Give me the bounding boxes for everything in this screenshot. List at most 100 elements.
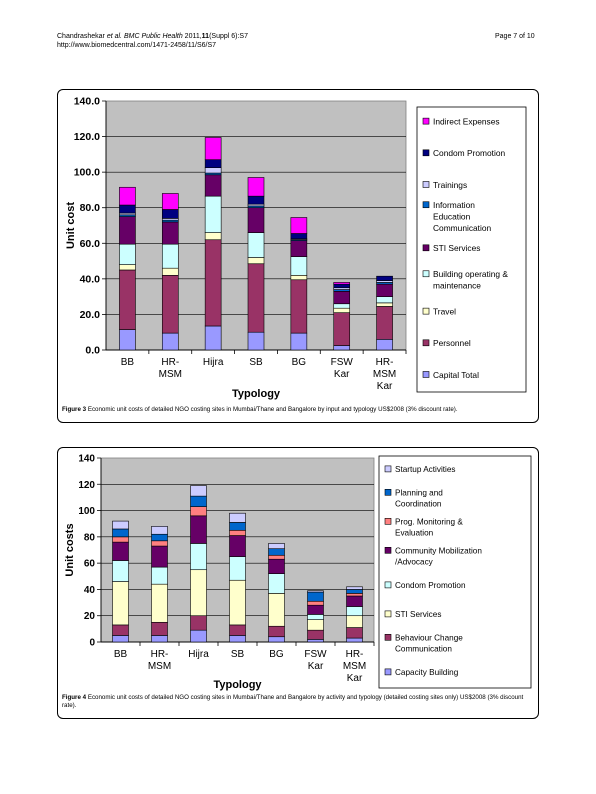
bar-segment-personnel	[119, 269, 136, 330]
x-tick-label: BB	[121, 357, 135, 368]
legend-label-capacity-building: Capacity Building	[395, 668, 459, 677]
y-tick-label: 100.0	[74, 167, 100, 179]
bar-segment-indirect-expenses	[161, 193, 179, 210]
y-axis-label: Unit cost	[65, 202, 77, 249]
y-tick-label: 20.0	[80, 309, 101, 321]
bar-segment-capital-total	[247, 331, 265, 351]
legend-swatch-capacity-building	[384, 668, 392, 676]
bar-segment-sti-services	[190, 569, 207, 617]
bar-segment-indirect-expenses	[204, 137, 222, 160]
x-tick-label: HR-	[151, 649, 169, 660]
legend-label-trainings: Trainings	[433, 180, 467, 190]
bar-segment-condom-promotion	[112, 560, 129, 582]
bar-segment-travel	[333, 307, 351, 313]
bar-segment-community-mobilization-advocacy	[151, 545, 168, 568]
bar-segment-community-mobilization-advocacy	[229, 535, 246, 557]
x-tick-label: MSM	[343, 661, 366, 672]
bar-segment-sti-services	[247, 207, 265, 233]
bar-segment-condom-promotion	[161, 209, 179, 219]
x-tick-label: HR-	[346, 649, 364, 660]
legend-swatch-information-education-communication	[422, 201, 430, 209]
legend-swatch-behaviour-change-communication	[384, 634, 392, 641]
bar-segment-condom-promotion	[119, 204, 136, 214]
bar-segment-capacity-building	[151, 635, 168, 643]
bar-segment-planning-and-coordination	[268, 548, 285, 556]
figure-4-caption-text: Economic unit costs of detailed NGO cost…	[62, 694, 524, 709]
bar-segment-capital-total	[119, 329, 136, 351]
bar-segment-prog-monitoring-evaluation	[268, 554, 285, 560]
bar-segment-sti-services	[346, 615, 363, 628]
legend-label-condom-promotion: Condom Promotion	[395, 581, 466, 590]
legend-label-personnel: Personnel	[433, 338, 471, 348]
running-header-url[interactable]: http://www.biomedcentral.com/1471-2458/1…	[57, 42, 217, 49]
x-axis-label: Typology	[232, 388, 281, 400]
bar-segment-startup-activities	[190, 485, 207, 497]
bar-segment-personnel	[204, 239, 222, 327]
y-tick-label: 100	[78, 506, 95, 517]
running-header-citation: Chandrashekar et al. BMC Public Health 2…	[57, 32, 248, 41]
bar-segment-capacity-building	[229, 635, 246, 643]
x-tick-label: BG	[292, 357, 307, 368]
bar-segment-condom-promotion	[333, 283, 351, 289]
bar-segment-startup-activities	[112, 520, 129, 530]
legend-swatch-sti-services	[384, 610, 392, 618]
figure-3-caption-text: Economic unit costs of detailed NGO cost…	[87, 406, 458, 413]
bar-segment-building-operating-maintenance	[119, 243, 136, 265]
x-tick-label: HR-	[376, 357, 394, 368]
x-tick-label: FSW	[331, 357, 354, 368]
legend-swatch-indirect-expenses	[422, 117, 430, 125]
bar-segment-behaviour-change-communication	[112, 624, 129, 636]
bar-segment-personnel	[333, 312, 351, 346]
citation-volume: 11	[201, 33, 210, 40]
bar-segment-travel	[204, 232, 222, 241]
bar-segment-capital-total	[204, 325, 222, 351]
bar-segment-sti-services	[112, 581, 129, 626]
bar-segment-building-operating-maintenance	[247, 232, 265, 258]
figure-4-caption-label: Figure 4	[62, 694, 87, 701]
x-tick-label: MSM	[159, 369, 182, 380]
bar-segment-startup-activities	[151, 526, 168, 535]
bar-segment-sti-services	[204, 174, 222, 197]
x-tick-label: SB	[231, 649, 245, 660]
bar-segment-planning-and-coordination	[112, 528, 129, 538]
legend-label-community-mobilization-advocacy: Community Mobilization/Advocacy	[395, 547, 482, 567]
y-tick-label: 40	[84, 585, 96, 596]
bar-segment-condom-promotion	[229, 556, 246, 581]
bar-segment-prog-monitoring-evaluation	[151, 540, 168, 547]
citation-journal: BMC Public Health	[123, 33, 183, 40]
bar-segment-sti-services	[161, 221, 179, 245]
bar-segment-startup-activities	[346, 586, 363, 590]
bar-segment-building-operating-maintenance	[161, 243, 179, 269]
bar-segment-planning-and-coordination	[307, 591, 324, 602]
legend-swatch-community-mobilization-advocacy	[384, 547, 392, 554]
bar-segment-indirect-expenses	[119, 186, 136, 206]
legend-swatch-capital-total	[422, 371, 430, 378]
y-tick-label: 20	[84, 611, 96, 622]
bar-segment-building-operating-maintenance	[290, 256, 308, 276]
bar-segment-sti-services	[229, 579, 246, 626]
legend-swatch-condom-promotion	[422, 149, 430, 157]
bar-segment-sti-services	[376, 283, 393, 297]
x-tick-label: BB	[114, 649, 128, 660]
legend-swatch-personnel	[422, 339, 430, 347]
bar-segment-capital-total	[333, 345, 351, 351]
x-tick-label: SB	[249, 357, 263, 368]
y-axis-label: Unit costs	[64, 523, 76, 576]
bar-segment-condom-promotion	[151, 566, 168, 585]
figure-3-box: 0.0 20.0 40.0 60.0 80.0 100.0 120.0 140.0 BB HR- M…	[57, 89, 539, 423]
bar-segment-indirect-expenses	[333, 282, 351, 285]
bar-segment-personnel	[161, 275, 179, 334]
x-tick-label: Kar	[308, 661, 324, 672]
legend-swatch-travel	[422, 307, 430, 315]
bar-segment-startup-activities	[229, 512, 246, 523]
bar-segment-capacity-building	[307, 639, 324, 643]
bar-segment-prog-monitoring-evaluation	[307, 600, 324, 606]
y-tick-label: 60	[84, 559, 96, 570]
bar-segment-condom-promotion	[346, 606, 363, 617]
bar-segment-sti-services	[290, 240, 308, 257]
legend-label-behaviour-change-communication: Behaviour Change Communication	[395, 634, 463, 654]
bar-segment-planning-and-coordination	[229, 522, 246, 531]
citation-authors: Chandrashekar	[57, 33, 105, 40]
bar-segment-sti-services	[268, 593, 285, 627]
